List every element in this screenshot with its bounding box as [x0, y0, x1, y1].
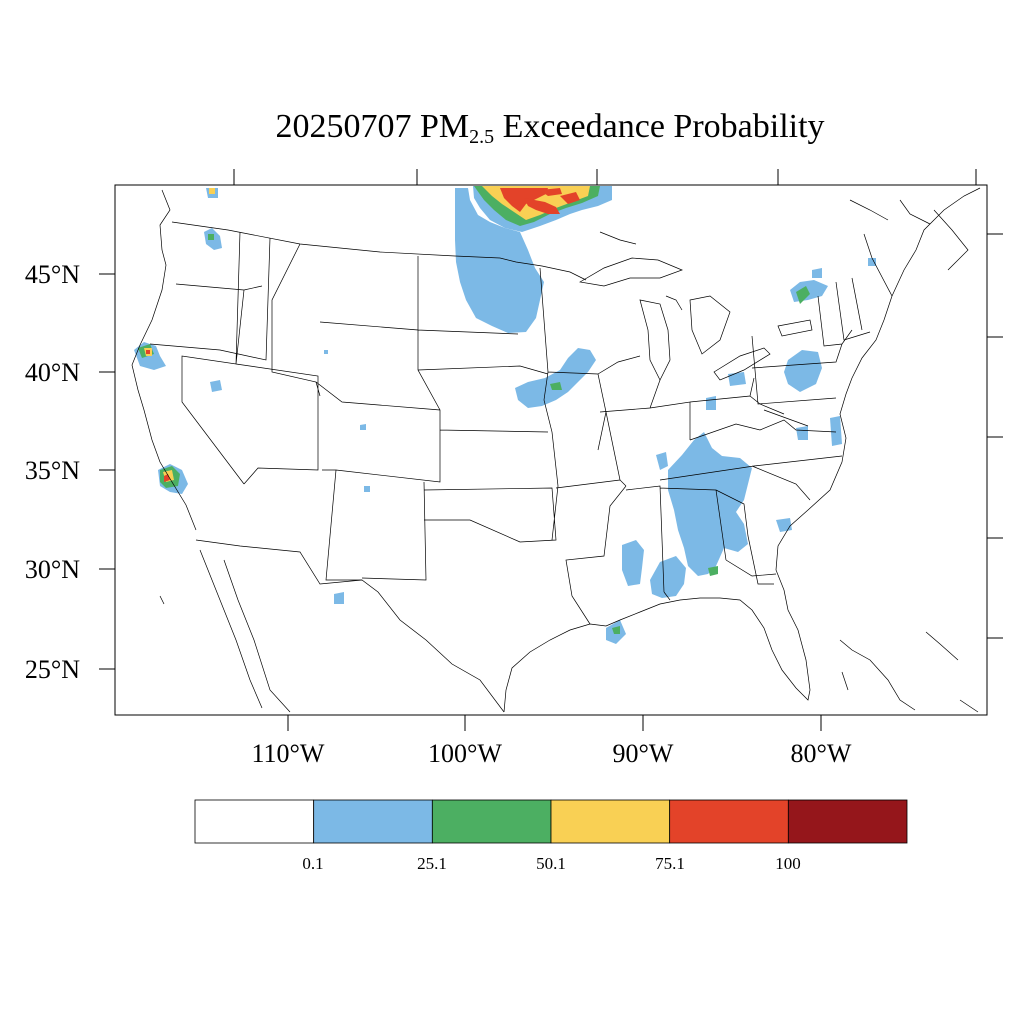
colorbar-box-5 — [787, 799, 908, 844]
colorbar — [194, 799, 908, 844]
right-ticks — [987, 233, 1003, 639]
plume-red-canada-4 — [540, 188, 562, 196]
lake-michigan — [639, 299, 671, 381]
plume-blue-oh1 — [706, 396, 716, 410]
latitude-labels: 45°N 40°N 35°N 30°N 25°N — [25, 260, 80, 684]
lat-label-25: 25°N — [25, 655, 80, 684]
us-mexico-border — [195, 539, 505, 713]
coast-fragments — [159, 199, 979, 713]
map-border — [114, 184, 988, 716]
state-lines — [149, 231, 893, 625]
plume-blue-southeast — [668, 432, 752, 576]
lon-label-110: 110°W — [252, 739, 325, 768]
bottom-ticks — [287, 715, 822, 731]
plume-blue-iowa — [515, 348, 596, 408]
lat-label-45: 45°N — [25, 260, 80, 289]
plume-green-gulf — [612, 626, 620, 634]
plume-blue-pa — [784, 350, 822, 392]
lat-label-30: 30°N — [25, 555, 80, 584]
plume-green-wa — [208, 234, 214, 240]
plume-green-fl — [708, 566, 718, 576]
colorbar-label-50.1: 50.1 — [536, 854, 566, 873]
colorbar-box-2 — [431, 799, 552, 844]
lake-superior — [578, 257, 683, 287]
colorbar-box-0 — [194, 799, 315, 844]
lon-label-100: 100°W — [428, 739, 502, 768]
plume-blue-va — [796, 426, 808, 440]
plume-blue-ny — [790, 280, 828, 302]
plume-yellow-bc — [209, 188, 215, 194]
west-coastline — [131, 189, 197, 531]
plume-blue-az — [364, 486, 370, 492]
lake-erie — [713, 347, 771, 381]
title-suffix: Exceedance Probability — [502, 108, 825, 145]
plume-red-norcal — [146, 350, 150, 354]
probability-shading — [134, 186, 876, 644]
lake-ontario — [777, 319, 813, 337]
plume-blue-vt — [812, 268, 822, 278]
title-pm-prefix: PM — [419, 108, 470, 145]
colorbar-label-75.1: 75.1 — [655, 854, 685, 873]
colorbar-labels: 0.1 25.1 50.1 75.1 100 — [302, 854, 800, 873]
lon-label-80: 80°W — [791, 739, 852, 768]
lon-label-90: 90°W — [613, 739, 674, 768]
plume-blue-miss — [622, 540, 644, 586]
plume-red-canada — [500, 188, 548, 212]
left-ticks — [99, 273, 115, 670]
title-pm-subscript: 2.5 — [469, 125, 495, 148]
east-coastline — [775, 187, 981, 591]
longitude-labels: 110°W 100°W 90°W 80°W — [252, 739, 852, 768]
plume-red-canada-3 — [560, 192, 580, 204]
plume-red-canada-2 — [524, 198, 560, 214]
colorbar-label-25.1: 25.1 — [417, 854, 447, 873]
plume-blue-miss2 — [650, 556, 686, 598]
plume-green-iowa — [550, 382, 562, 390]
plume-blue-de — [830, 416, 842, 446]
plume-blue-northplains — [455, 188, 544, 333]
map-frame — [99, 169, 1003, 731]
colorbar-box-4 — [669, 799, 789, 844]
plume-green-ny — [796, 286, 810, 304]
plume-blue-co — [360, 424, 366, 430]
colorbar-box-3 — [550, 799, 671, 844]
gulf-coastline — [503, 589, 811, 713]
plume-blue-oh2 — [728, 372, 746, 386]
colorbar-label-0.1: 0.1 — [302, 854, 323, 873]
us-canada-border — [171, 221, 587, 281]
plume-blue-ky — [656, 452, 668, 470]
map-title: 20250707 PM2.5 Exceedance Probability — [0, 108, 1024, 151]
colorbar-label-100: 100 — [775, 854, 801, 873]
colorbar-box-1 — [313, 799, 433, 844]
lat-label-40: 40°N — [25, 358, 80, 387]
plume-blue-nv — [210, 380, 222, 392]
title-date: 20250707 — [275, 108, 412, 145]
lat-label-35: 35°N — [25, 456, 80, 485]
boundaries — [131, 187, 981, 713]
top-ticks — [233, 169, 977, 185]
plume-blue-sc — [776, 518, 792, 532]
lake-huron — [689, 295, 731, 355]
plume-blue-nm — [334, 592, 344, 604]
plume-blue-ne — [324, 350, 328, 354]
plume-blue-me — [868, 258, 876, 266]
